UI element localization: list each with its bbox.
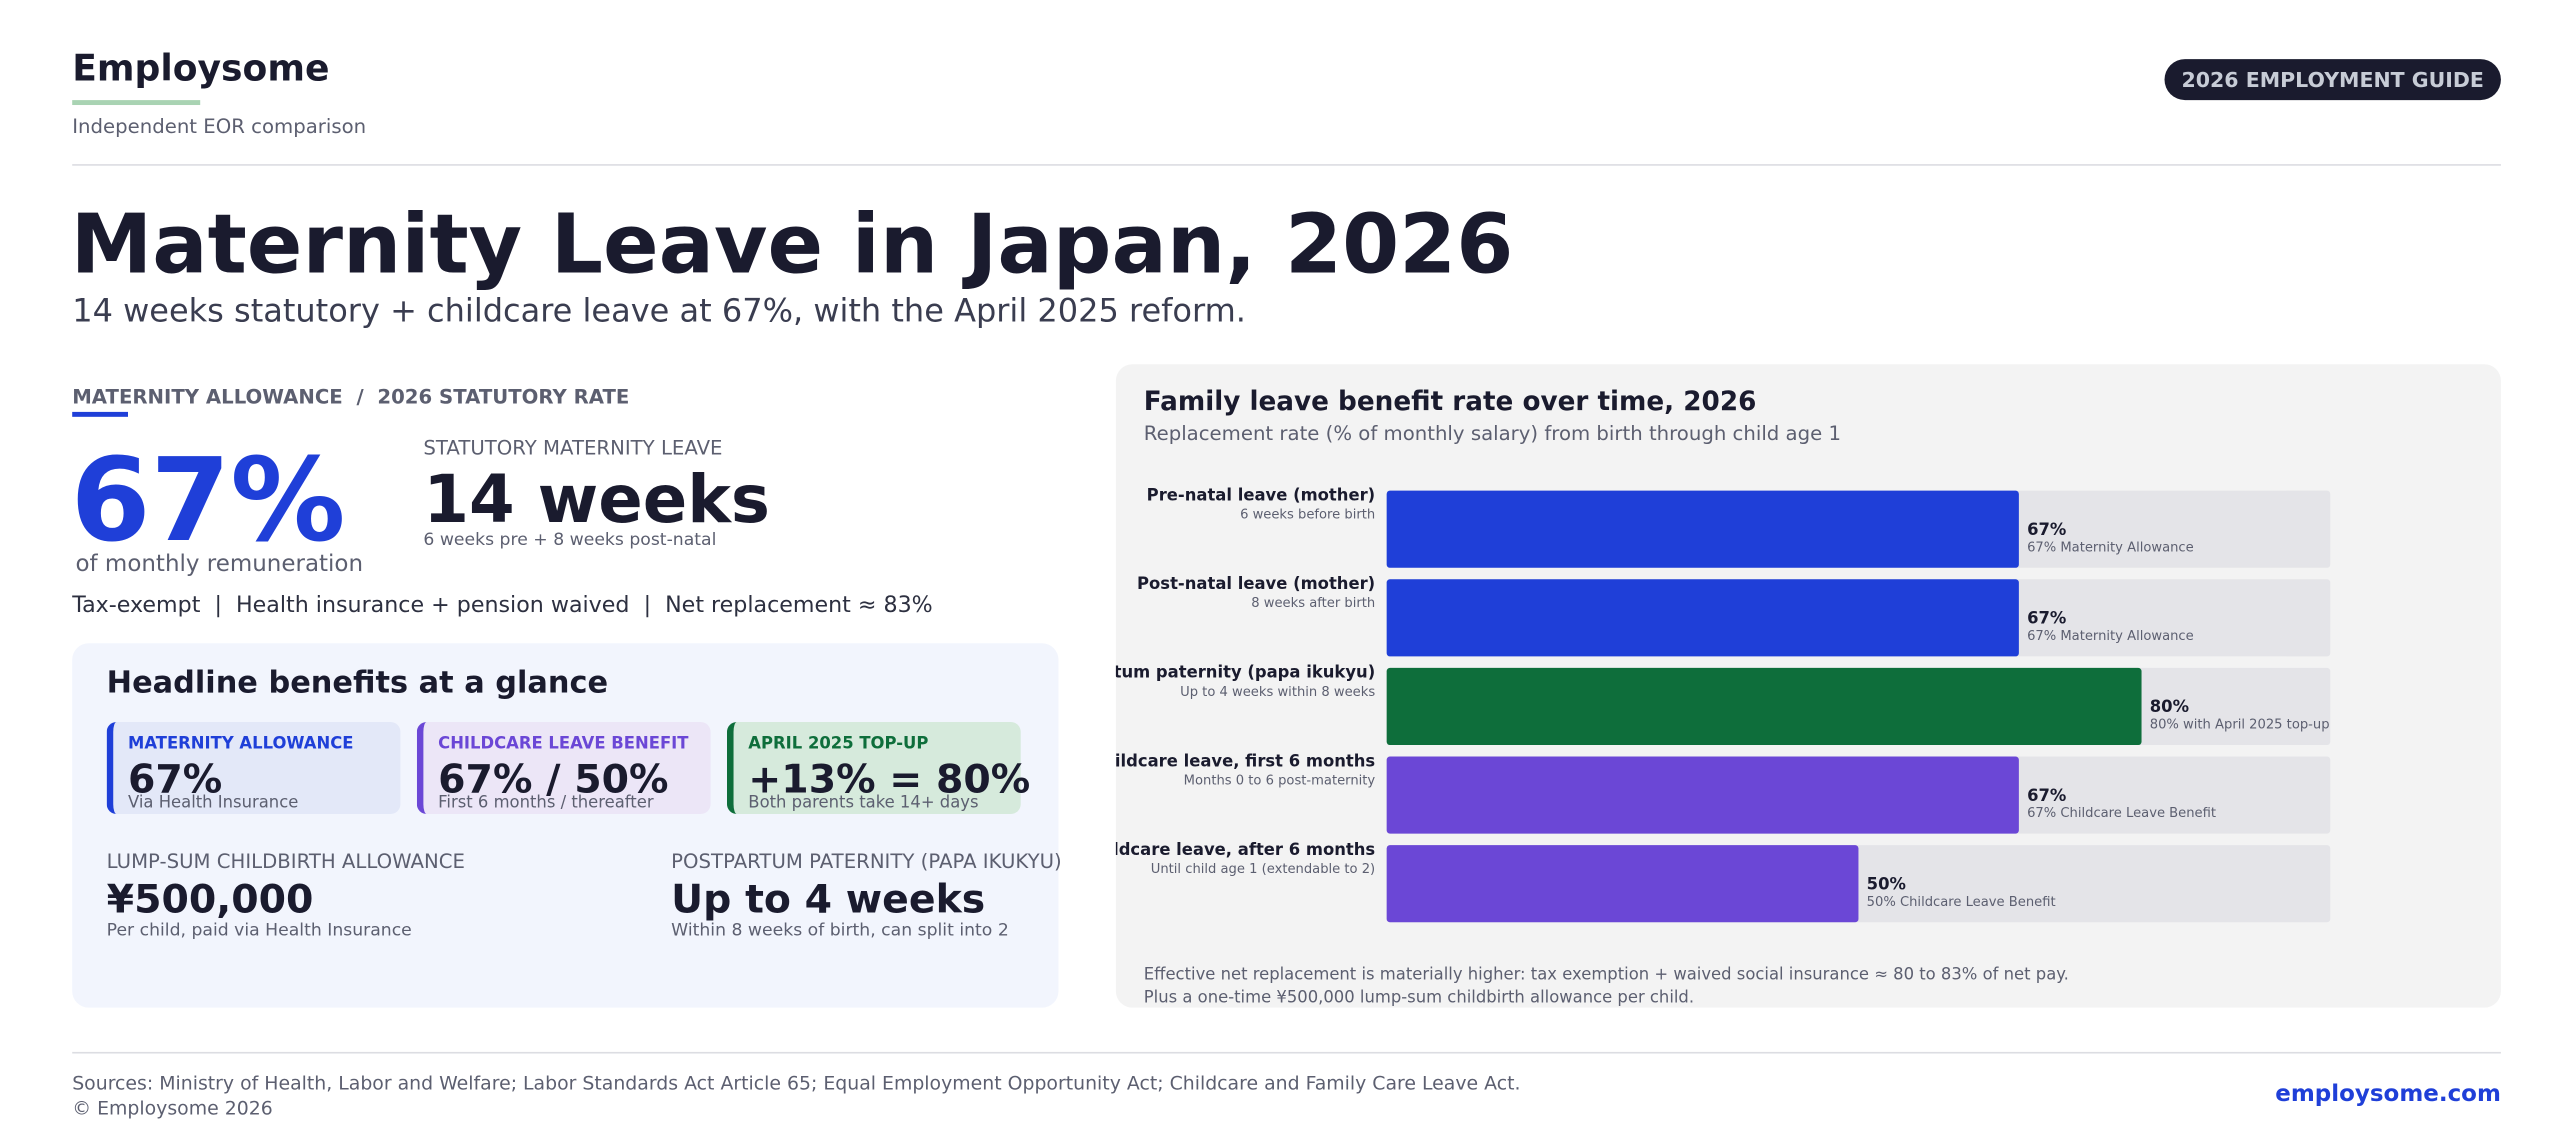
- detail-note: Within 8 weeks of birth, can split into …: [671, 920, 1009, 941]
- bar: [1386, 579, 2019, 657]
- detail-note: Per child, paid via Health Insurance: [106, 920, 412, 941]
- card-note: First 6 months / thereafter: [438, 794, 654, 813]
- detail-value: ¥500,000: [106, 876, 314, 923]
- bar-note: 80% with April 2025 top-up: [2150, 718, 2330, 733]
- category-note: Months 0 to 6 post-maternity: [1184, 773, 1376, 788]
- divider: [72, 164, 2501, 166]
- card-value: 67% / 50%: [438, 756, 669, 803]
- card-label: APRIL 2025 TOP-UP: [748, 735, 929, 754]
- value-label: 50%: [1867, 874, 1906, 893]
- divider: [72, 1051, 2501, 1054]
- card-label: CHILDCARE LEAVE BENEFIT: [438, 735, 689, 754]
- badge: 2026 EMPLOYMENT GUIDE: [2164, 59, 2501, 101]
- value-label: 80%: [2150, 697, 2189, 716]
- benefit-card: [416, 722, 711, 814]
- chart-subtitle: Replacement rate (% of monthly salary) f…: [1144, 422, 1841, 445]
- tagline: Independent EOR comparison: [72, 114, 367, 138]
- chart-note: Effective net replacement is materially …: [1144, 965, 2069, 984]
- leave-note: 6 weeks pre + 8 weeks post-natal: [423, 530, 717, 550]
- bar: [1386, 845, 1859, 923]
- page-title: Maternity Leave in Japan, 2026: [70, 196, 1514, 293]
- category-label: Pre-natal leave (mother): [1147, 486, 1376, 505]
- bar-note: 67% Maternity Allowance: [2027, 540, 2194, 555]
- category-label: Postpartum paternity (papa ikukyu): [1116, 663, 1375, 682]
- benefits-panel: [72, 643, 1059, 1008]
- chart: Family leave benefit rate over time, 202…: [1116, 387, 2331, 1007]
- brand: Employsome: [72, 49, 330, 91]
- benefit-card: [106, 722, 401, 814]
- detail-value: Up to 4 weeks: [671, 876, 986, 923]
- card-note: Via Health Insurance: [128, 794, 299, 813]
- benefits-title: Headline benefits at a glance: [106, 666, 609, 701]
- sources: Sources: Ministry of Health, Labor and W…: [72, 1071, 1521, 1095]
- detail-label: LUMP-SUM CHILDBIRTH ALLOWANCE: [106, 850, 465, 874]
- brand-underline: [72, 100, 201, 106]
- rate-caption: of monthly remuneration: [75, 551, 364, 578]
- chart-title: Family leave benefit rate over time, 202…: [1144, 387, 1757, 417]
- card-value: +13% = 80%: [748, 756, 1031, 803]
- bar: [1386, 756, 2019, 834]
- card-note: Both parents take 14+ days: [748, 794, 979, 813]
- value-label: 67%: [2027, 520, 2066, 539]
- bar: [1386, 490, 2019, 568]
- rate: 67%: [70, 433, 346, 568]
- leave-label: STATUTORY MATERNITY LEAVE: [423, 436, 723, 460]
- card-label: MATERNITY ALLOWANCE: [128, 735, 354, 754]
- category-label: Post-natal leave (mother): [1137, 574, 1375, 593]
- copyright: © Employsome 2026: [72, 1096, 273, 1120]
- benefit-card: [726, 722, 1021, 814]
- bar-note: 67% Childcare Leave Benefit: [2027, 806, 2216, 821]
- site-link[interactable]: employsome.com: [2275, 1081, 2501, 1108]
- category-note: 8 weeks after birth: [1251, 596, 1375, 611]
- detail-label: POSTPARTUM PATERNITY (PAPA IKUKYU): [671, 850, 1062, 874]
- chart-note: Plus a one-time ¥500,000 lump-sum childb…: [1144, 988, 1694, 1007]
- page-subtitle: 14 weeks statutory + childcare leave at …: [72, 292, 1246, 330]
- eyebrow-underline: [72, 411, 129, 417]
- bar: [1386, 667, 2142, 746]
- category-label: Childcare leave, after 6 months: [1116, 840, 1375, 859]
- value-label: 67%: [2027, 786, 2066, 805]
- card-value: 67%: [128, 756, 223, 803]
- category-note: Until child age 1 (extendable to 2): [1151, 862, 1375, 877]
- eyebrow: MATERNITY ALLOWANCE / 2026 STATUTORY RAT…: [72, 385, 630, 409]
- category-note: 6 weeks before birth: [1240, 508, 1375, 523]
- leave-value: 14 weeks: [423, 462, 771, 539]
- category-label: Childcare leave, first 6 months: [1116, 751, 1375, 770]
- category-note: Up to 4 weeks within 8 weeks: [1180, 685, 1375, 700]
- value-label: 67%: [2027, 609, 2066, 628]
- facts: Tax-exempt | Health insurance + pension …: [72, 592, 933, 619]
- bar-note: 50% Childcare Leave Benefit: [1867, 895, 2056, 910]
- bar-note: 67% Maternity Allowance: [2027, 629, 2194, 644]
